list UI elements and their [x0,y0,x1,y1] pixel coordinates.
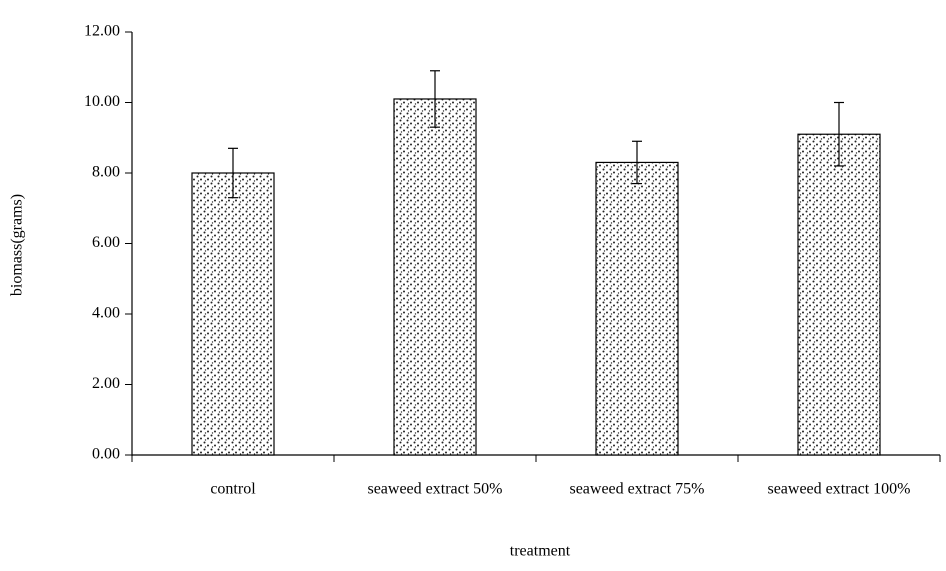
x-tick-label: seaweed extract 75% [569,481,704,498]
bar [393,98,477,456]
y-tick-label: 2.00 [92,375,120,392]
x-tick-label: seaweed extract 100% [767,481,910,498]
y-tick-label: 6.00 [92,234,120,251]
y-tick-label: 8.00 [92,164,120,181]
x-tick-label: seaweed extract 50% [367,481,502,498]
error-bar [430,70,440,128]
x-tick-label: control [210,481,256,498]
x-axis-title: treatment [510,543,571,560]
bar [595,161,679,456]
y-tick-label: 12.00 [84,23,120,40]
error-bar [834,101,844,167]
bar [191,172,275,456]
y-tick-label: 0.00 [92,446,120,463]
bar [797,133,881,456]
y-tick-label: 4.00 [92,305,120,322]
y-tick-label: 10.00 [84,93,120,110]
error-bar [632,140,642,185]
y-axis-title: biomass(grams) [9,194,26,296]
error-bar [228,147,238,199]
